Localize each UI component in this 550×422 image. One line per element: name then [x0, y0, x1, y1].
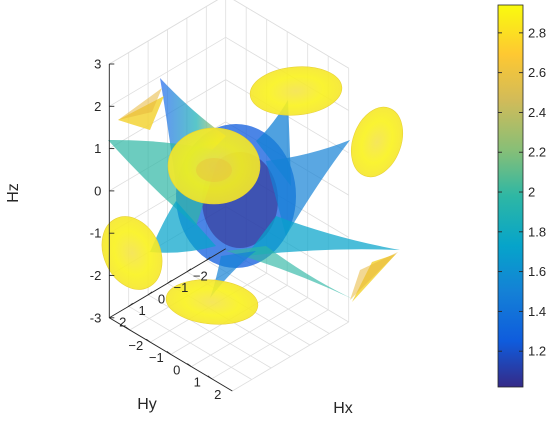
colorbar-tick-label: 2.2	[528, 145, 546, 160]
surface-arm	[210, 251, 256, 298]
y-axis-label: Hy	[137, 396, 157, 413]
colorbar-tick-label: 1.8	[528, 224, 546, 239]
colorbar-tick-label: 2.8	[528, 25, 546, 40]
x-tick-label: 1	[194, 375, 201, 390]
lobe-cap	[101, 216, 163, 290]
y-axis-tick	[128, 302, 133, 307]
lobe-cap	[165, 279, 259, 325]
colorbar-gradient	[497, 4, 524, 388]
colorbar-tick-label: 2.6	[528, 65, 546, 80]
x-axis-tick	[146, 338, 151, 343]
grid-line	[211, 309, 329, 380]
y-tick-label: −1	[173, 280, 188, 295]
z-tick-label: -1	[90, 226, 102, 241]
x-tick-label: 2	[214, 387, 221, 402]
colorbar-tick-label: 1.4	[528, 304, 546, 319]
y-axis-tick	[147, 291, 153, 296]
surface-spike	[118, 88, 162, 120]
x-axis-label: Hx	[333, 400, 353, 417]
y-axis-tick	[167, 279, 172, 284]
colorbar-tick-label: 1.2	[528, 344, 546, 359]
surface-spike	[350, 252, 398, 300]
y-axis-tick	[186, 268, 192, 273]
surface-spike	[352, 254, 396, 302]
surface-arm	[246, 216, 400, 256]
lobe-cap	[351, 106, 403, 178]
colorbar-tick-label: 2	[528, 185, 535, 200]
surface-arm	[226, 246, 355, 300]
surface-plot	[101, 66, 403, 325]
z-axis-label: Hz	[5, 183, 22, 203]
colorbar-tick-label: 1.6	[528, 264, 546, 279]
grid-line	[109, 0, 219, 65]
z-tick-label: 3	[94, 57, 101, 72]
z-tick-label: -3	[90, 310, 102, 325]
grid-line	[191, 297, 308, 367]
colorbar: 1.2 1.4 1.6 1.8 2 2.2 2.4 2.6 2.8	[497, 4, 546, 388]
x-tick-label: −1	[149, 350, 164, 365]
lobe-cap	[249, 66, 343, 116]
lobe-cap-center	[196, 158, 232, 182]
colorbar-tick-label: 2.4	[528, 105, 546, 120]
x-axis-tick	[207, 375, 213, 380]
x-tick-label: 0	[173, 362, 180, 377]
y-tick-label: −2	[193, 268, 208, 283]
x-axis-tick	[166, 351, 172, 355]
y-tick-label: 2	[119, 314, 126, 329]
colorbar-ticks: 1.2 1.4 1.6 1.8 2 2.2 2.4 2.6 2.8	[498, 25, 546, 359]
z-tick-label: 0	[94, 183, 101, 198]
surface-arm	[150, 201, 216, 253]
grid-line	[233, 0, 349, 69]
y-tick-label: 0	[158, 291, 165, 306]
z-tick-label: 1	[94, 141, 101, 156]
grid-line	[232, 321, 349, 392]
z-tick-label: 2	[94, 99, 101, 114]
x-axis-tick	[125, 326, 131, 331]
y-axis-tick	[206, 256, 211, 261]
surface-arm	[266, 140, 350, 236]
x-axis-tick	[187, 363, 192, 367]
y-tick-label: 1	[138, 303, 145, 318]
z-tick-label: -2	[90, 268, 102, 283]
x-tick-label: −2	[128, 338, 143, 353]
